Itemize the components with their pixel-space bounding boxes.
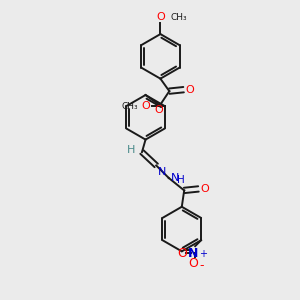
Text: O: O [188, 257, 198, 270]
Text: -: - [199, 259, 204, 272]
Text: O: O [185, 85, 194, 95]
Text: O: O [155, 105, 164, 115]
Text: CH₃: CH₃ [171, 13, 188, 22]
Text: H: H [127, 145, 135, 155]
Text: N: N [158, 167, 166, 177]
Text: N: N [188, 247, 198, 260]
Text: N: N [170, 173, 179, 183]
Text: +: + [199, 249, 207, 259]
Text: O: O [200, 184, 209, 194]
Text: O: O [156, 12, 165, 22]
Text: H: H [177, 175, 185, 185]
Text: O: O [142, 101, 151, 111]
Text: CH₃: CH₃ [122, 102, 138, 111]
Text: O: O [178, 247, 188, 260]
